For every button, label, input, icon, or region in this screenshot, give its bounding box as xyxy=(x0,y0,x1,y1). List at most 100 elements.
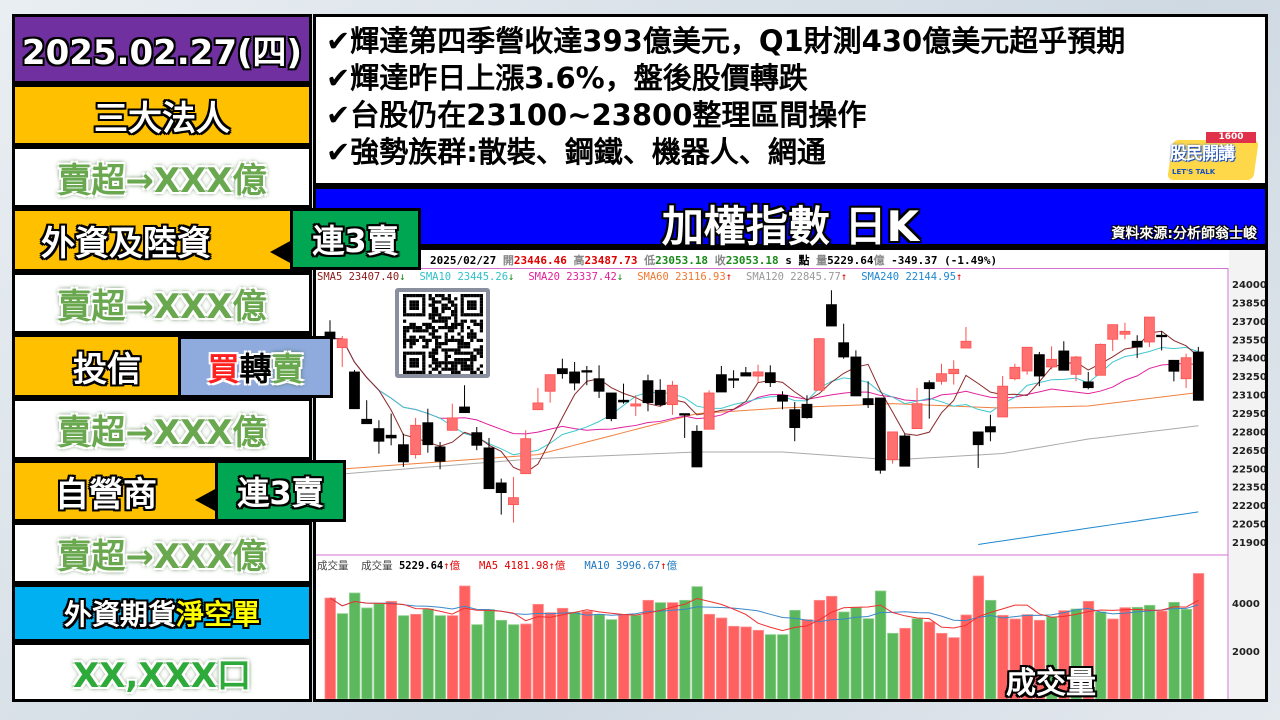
volume-bar xyxy=(471,624,483,699)
candle-body xyxy=(1009,366,1021,380)
futures-label-b: 淨空單 xyxy=(176,598,261,631)
ma-arrow-icon: ↑ xyxy=(840,271,848,283)
candle-body xyxy=(1082,381,1094,389)
futures-label-a: 外資期貨 xyxy=(63,598,176,631)
volume-bar xyxy=(826,595,838,699)
date-banner: 2025.02.27(四) xyxy=(12,14,312,84)
logo-text: 股民開講 xyxy=(1170,144,1235,164)
volume-unit: 億 xyxy=(554,560,566,572)
ma-arrow-icon: ↓ xyxy=(508,271,515,283)
ma-label: SMA60 23116.93↑ xyxy=(637,271,733,283)
candle-body xyxy=(422,422,434,446)
ma-label: SMA5 23407.40↓ xyxy=(317,271,406,283)
candle-body xyxy=(544,374,556,392)
volume-bar xyxy=(728,625,740,699)
volume-bar xyxy=(740,626,752,699)
volume-bar xyxy=(1107,618,1119,699)
volume-bar xyxy=(630,614,642,699)
ma-arrow-icon: ↑ xyxy=(725,271,733,283)
volume-bar xyxy=(446,615,459,699)
volume-bar xyxy=(1180,608,1192,699)
volume-bar xyxy=(349,592,361,699)
sma240-line xyxy=(978,511,1199,545)
header-date: 2025/02/27 xyxy=(430,254,497,267)
candle-body xyxy=(1144,316,1155,343)
candle-body xyxy=(715,374,727,393)
unit-label: s 點 xyxy=(785,254,810,267)
candle-body xyxy=(1058,350,1070,371)
volume-bar xyxy=(483,609,495,699)
candle-body xyxy=(556,368,568,375)
trust-value: 賣超→XXX億 xyxy=(12,398,312,460)
futures-value: XX,XXX口 xyxy=(12,642,312,702)
volume-bar xyxy=(1192,573,1205,699)
volume-title: 成交量 xyxy=(317,560,349,572)
volume-header: 成交量 成交量 5229.64↑億 MA5 4181.98↑億 MA10 399… xyxy=(317,558,677,573)
volume-bar xyxy=(703,613,716,699)
volume-bar xyxy=(508,624,520,699)
candle-body xyxy=(960,340,972,349)
volume-bar xyxy=(911,618,923,699)
open-label: 開 xyxy=(502,254,514,267)
candle-body xyxy=(483,447,495,490)
candle-body xyxy=(1119,330,1131,335)
volume-bar xyxy=(569,611,581,699)
candle-body xyxy=(349,371,360,410)
volume-bar xyxy=(874,590,887,699)
badge-sell: 賣 xyxy=(271,350,304,388)
volume-caption: 成交量 xyxy=(1006,666,1096,701)
candle-body xyxy=(838,342,850,358)
volume-bar xyxy=(556,607,569,699)
y-tick-label: 22500 xyxy=(1232,464,1265,475)
candle-body xyxy=(1095,343,1106,376)
vol-label: 量 xyxy=(816,254,828,267)
institutions-total: 賣超→XXX億 xyxy=(12,146,312,208)
y-tick-label: 21900 xyxy=(1232,538,1265,549)
arrow-up-icon: ↑ xyxy=(443,560,450,572)
candle-body xyxy=(728,378,739,381)
candle-body xyxy=(813,338,825,391)
volume-bar xyxy=(605,619,618,699)
foreign-streak-badge: 連3賣 xyxy=(290,208,421,270)
news-line: ✔台股仍在23100~23800整理區間操作 xyxy=(326,98,867,132)
ma-arrow-icon: ↓ xyxy=(616,271,624,283)
candle-body xyxy=(495,482,507,494)
volume-bar xyxy=(764,634,777,699)
volume-tick-label: 4000 xyxy=(1232,599,1260,610)
volume-bar xyxy=(1095,611,1107,699)
high-label: 高 xyxy=(573,254,585,267)
sma120-line xyxy=(329,425,1199,476)
candle-body xyxy=(642,380,654,404)
volume-bar xyxy=(948,637,960,699)
candle-body xyxy=(654,389,666,406)
close-label: 收 xyxy=(714,254,726,267)
candle-body xyxy=(972,431,984,446)
volume-bar xyxy=(1070,608,1082,699)
y-tick-label: 22200 xyxy=(1232,501,1265,512)
candle-body xyxy=(777,394,788,402)
candle-body xyxy=(862,398,874,406)
chart-header: 2025/02/27 開23446.46 高23487.73 低23053.18… xyxy=(430,252,997,268)
candle-body xyxy=(397,444,409,463)
volume-bar xyxy=(422,608,434,699)
volume-bar xyxy=(862,618,875,699)
high-value: 23487.73 xyxy=(584,254,638,267)
volume-bar xyxy=(410,613,422,699)
volume-bar xyxy=(520,623,532,699)
volume-bar xyxy=(459,585,471,699)
y-tick-label: 23850 xyxy=(1232,298,1265,309)
y-tick-label: 24000 xyxy=(1232,280,1265,291)
volume-bar xyxy=(789,609,801,699)
candle-body xyxy=(336,338,348,349)
volume-bar xyxy=(1058,610,1070,699)
volume-value: 5229.64 xyxy=(398,560,444,572)
ma-arrow-icon: ↑ xyxy=(956,271,963,283)
ma-legend: SMA5 23407.40↓ SMA10 23445.26↓ SMA20 23337… xyxy=(317,271,976,283)
ma-label: SMA10 23445.26↓ xyxy=(419,271,515,283)
open-value: 23446.46 xyxy=(513,254,567,267)
candle-body xyxy=(985,426,996,433)
candle-body xyxy=(740,372,752,377)
sma60-line xyxy=(329,391,1199,471)
candle-body xyxy=(826,304,837,327)
arrow-up-icon: ↑ xyxy=(548,560,555,572)
